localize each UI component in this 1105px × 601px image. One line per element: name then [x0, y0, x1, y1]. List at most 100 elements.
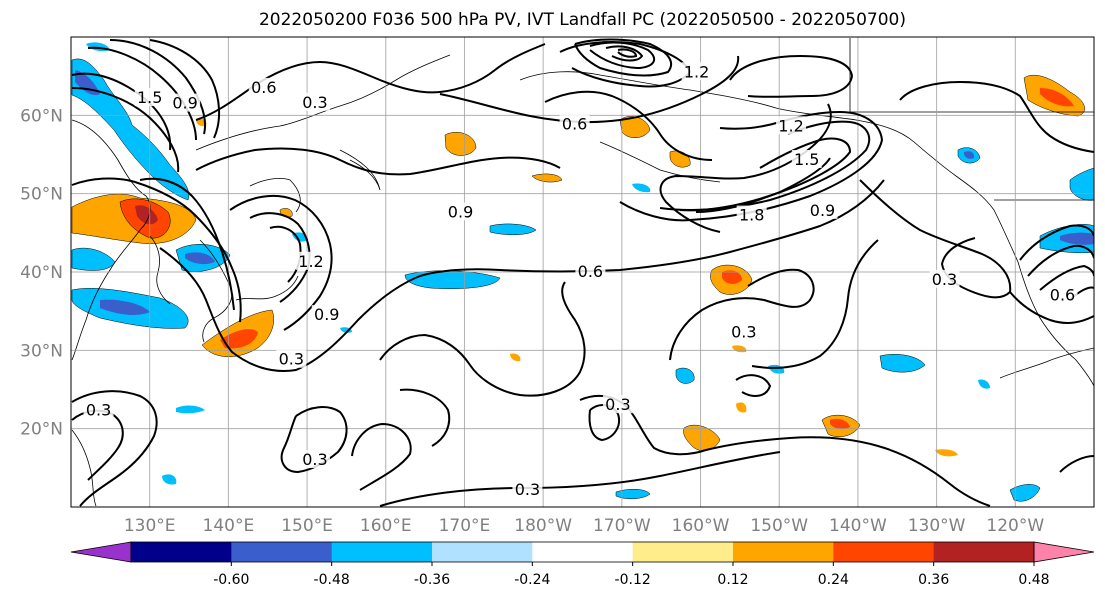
contour-labels: 1.5 0.9 0.6 0.3 1.2 0.6 1.2 1.5 1.8 0.9 0.9 1.2 0.6 0… — [83, 62, 1078, 499]
contour-label-bg — [299, 450, 330, 468]
contour-label: 0.3 — [302, 450, 327, 469]
contour-label-bg — [929, 269, 960, 288]
latitude-labels: 60°N 50°N 40°N 30°N 20°N — [20, 106, 63, 439]
contour-label: 1.5 — [137, 88, 162, 107]
contour-label: 0.3 — [731, 322, 756, 341]
contour-label: 1.2 — [684, 62, 709, 81]
contour-label-bg — [170, 93, 201, 112]
cool-patch — [489, 223, 537, 235]
contour-label: 1.8 — [739, 206, 764, 225]
contour-label-bg — [248, 77, 279, 96]
contour-label-bg — [276, 349, 307, 368]
plot-border — [70, 36, 1095, 508]
lat-tick-label: 30°N — [20, 341, 63, 361]
contour-label-bg — [299, 92, 330, 111]
lon-tick-label: 130°E — [124, 516, 176, 536]
contour-label-bg — [728, 322, 759, 341]
contour-label-bg — [602, 395, 633, 414]
contour-label-bg — [512, 479, 543, 498]
warm-patch — [196, 118, 207, 127]
warm-core-patch — [220, 329, 258, 349]
lon-tick-label: 120°W — [986, 516, 1044, 536]
contour-label: 0.3 — [279, 350, 304, 369]
contour-label: 0.9 — [314, 305, 339, 324]
lon-tick-label: 130°W — [908, 516, 966, 536]
colorbar-tick-label: 0.24 — [818, 572, 849, 588]
contour-label: 0.6 — [251, 78, 276, 97]
cool-patch — [162, 474, 177, 485]
contour-label-bg — [559, 114, 590, 133]
cool-patch — [176, 405, 205, 414]
lon-tick-label: 180°W — [514, 516, 572, 536]
contour-label: 0.9 — [448, 202, 473, 221]
pv-contours — [71, 38, 1094, 507]
colorbar-tick-label: -0.24 — [514, 572, 550, 588]
map-title: 2022050200 F036 500 hPa PV, IVT Landfall… — [258, 10, 906, 30]
contour-label: 1.5 — [794, 150, 819, 169]
contour-label-bg — [681, 62, 712, 81]
lat-lon-grid — [71, 37, 1094, 507]
contour-label-bg — [83, 400, 114, 419]
cool-patch — [675, 367, 695, 384]
colorbar-segment — [231, 542, 333, 562]
cool-core-patch — [964, 151, 975, 159]
contour-label: 0.3 — [932, 270, 957, 289]
warm-patch — [510, 353, 521, 362]
warm-core-patch — [1040, 88, 1074, 107]
contour-label: 0.3 — [515, 480, 540, 499]
colorbar — [70, 541, 1095, 563]
lon-tick-label: 160°E — [360, 516, 412, 536]
cool-patch — [1009, 484, 1041, 502]
contour-label: 1.2 — [298, 252, 323, 271]
colorbar-segment — [532, 542, 634, 562]
cool-core-patch — [100, 299, 150, 315]
contour-label: 0.3 — [302, 93, 327, 112]
lat-tick-label: 50°N — [20, 185, 63, 205]
cool-core-patch — [1060, 232, 1094, 245]
colorbar-tick-label: 0.48 — [1018, 572, 1049, 588]
colorbar-segment — [131, 542, 232, 562]
contour-label: 0.3 — [605, 395, 630, 414]
lon-tick-label: 160°W — [672, 516, 730, 536]
colorbar-segment — [331, 542, 433, 562]
colorbar-tick-label: -0.60 — [213, 572, 249, 588]
contour-label-bg — [1047, 285, 1078, 304]
lon-tick-label: 170°W — [593, 516, 651, 536]
colorbar-segment — [933, 542, 1035, 562]
colorbar-segment — [833, 542, 935, 562]
colorbar-tick-labels: -0.60 -0.48 -0.36 -0.24 -0.12 0.12 0.24 0.36 0.4… — [213, 562, 1050, 588]
contour-label-bg — [134, 88, 165, 107]
ivt-shading-layer — [71, 42, 1094, 502]
longitude-labels: 130°E 140°E 150°E 160°E 170°E 180°W 170°W 160°W… — [124, 516, 1045, 536]
contour-label-bg — [807, 200, 838, 219]
colorbar-extend-low — [70, 541, 132, 563]
contour-label: 1.2 — [778, 116, 803, 135]
warm-core-patch — [722, 270, 742, 284]
colorbar-outline — [130, 541, 1035, 563]
cool-patch — [1069, 167, 1094, 201]
lon-tick-label: 140°W — [829, 516, 887, 536]
warm-patch — [736, 402, 747, 413]
contour-label: 0.6 — [578, 262, 603, 281]
cool-patch — [71, 58, 190, 201]
contour-label-bg — [311, 305, 342, 324]
lon-tick-label: 170°E — [439, 516, 491, 536]
contour-label: 0.9 — [810, 201, 835, 220]
contour-label: 0.3 — [86, 401, 111, 420]
colorbar-tick-label: -0.36 — [414, 572, 450, 588]
coastlines — [71, 38, 1094, 507]
contour-label-bg — [776, 116, 807, 135]
warm-patch — [619, 116, 651, 138]
colorbar-segment — [733, 542, 834, 562]
cool-patch — [632, 183, 651, 193]
cool-core-patch — [185, 252, 215, 265]
lon-tick-label: 150°E — [281, 516, 333, 536]
warm-patch — [444, 132, 477, 156]
warm-core-patch — [135, 205, 158, 225]
contour-label-bg — [791, 149, 822, 168]
lat-tick-label: 40°N — [20, 263, 63, 283]
contour-label-bg — [296, 251, 327, 270]
contour-label-bg — [445, 202, 476, 221]
contour-label: 0.6 — [1050, 286, 1075, 305]
